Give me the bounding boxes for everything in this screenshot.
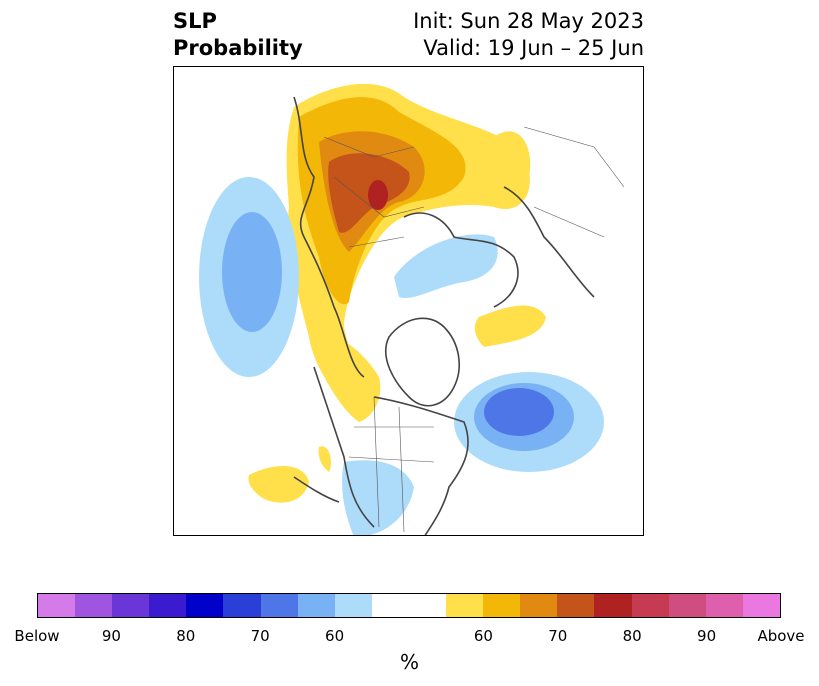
init-date: Init: Sun 28 May 2023	[413, 9, 644, 33]
pacific-below-65	[222, 212, 282, 332]
plot-title-left: SLP Probability	[173, 8, 303, 62]
eurasia-above-80	[368, 180, 388, 210]
colorbar	[37, 593, 781, 618]
probability-shading	[199, 83, 604, 535]
valid-range: Valid: 19 Jun – 25 Jun	[423, 36, 644, 60]
colorbar-tick-label: 90	[101, 627, 121, 645]
borders	[323, 126, 625, 533]
arctic-below-60	[394, 234, 498, 299]
colorbar-tick-label: Below	[14, 627, 60, 645]
alaska-above-60	[314, 334, 381, 422]
title-probability: Probability	[173, 36, 303, 60]
colorbar-segment	[446, 594, 484, 617]
colorbar-segment	[149, 594, 187, 617]
colorbar-segment	[631, 594, 669, 617]
colorbar-tick-label: 60	[473, 627, 493, 645]
colorbar-segment	[371, 594, 409, 617]
colorbar-tick-label: 70	[250, 627, 270, 645]
siberia-above-60	[480, 131, 531, 202]
title-slp: SLP	[173, 9, 217, 33]
colorbar-segment	[520, 594, 558, 617]
colorbar-segment	[38, 594, 76, 617]
colorbar-segment	[483, 594, 521, 617]
colorbar-segment	[112, 594, 150, 617]
colorbar-segment	[186, 594, 224, 617]
colorbar-unit: %	[399, 650, 419, 674]
colorbar-segment	[557, 594, 595, 617]
colorbar-segment	[334, 594, 372, 617]
colorbar-segment	[75, 594, 113, 617]
colorbar-tick-label: 70	[548, 627, 568, 645]
colorbar-segment	[297, 594, 335, 617]
colorbar-segment	[705, 594, 743, 617]
probability-map	[173, 66, 644, 536]
colorbar-segment	[668, 594, 706, 617]
plot-title-right: Init: Sun 28 May 2023 Valid: 19 Jun – 25…	[413, 8, 644, 62]
baja-above-60	[248, 465, 309, 503]
coastlines	[293, 96, 595, 535]
atlantic-below-70	[484, 388, 554, 436]
map-svg	[199, 83, 625, 535]
colorbar-segment	[742, 594, 780, 617]
colorbar-tick-label: 80	[176, 627, 196, 645]
colorbar-tick-label: 60	[325, 627, 345, 645]
colorbar-tick-label: Above	[757, 627, 805, 645]
pnw-above-60	[318, 446, 331, 472]
colorbar-segment	[223, 594, 261, 617]
colorbar-tick-label: 80	[622, 627, 642, 645]
colorbar-segment	[594, 594, 632, 617]
wcanada-above-60	[474, 305, 546, 347]
colorbar-tick-label: 90	[697, 627, 717, 645]
colorbar-segment	[260, 594, 298, 617]
colorbar-segment	[408, 594, 447, 617]
